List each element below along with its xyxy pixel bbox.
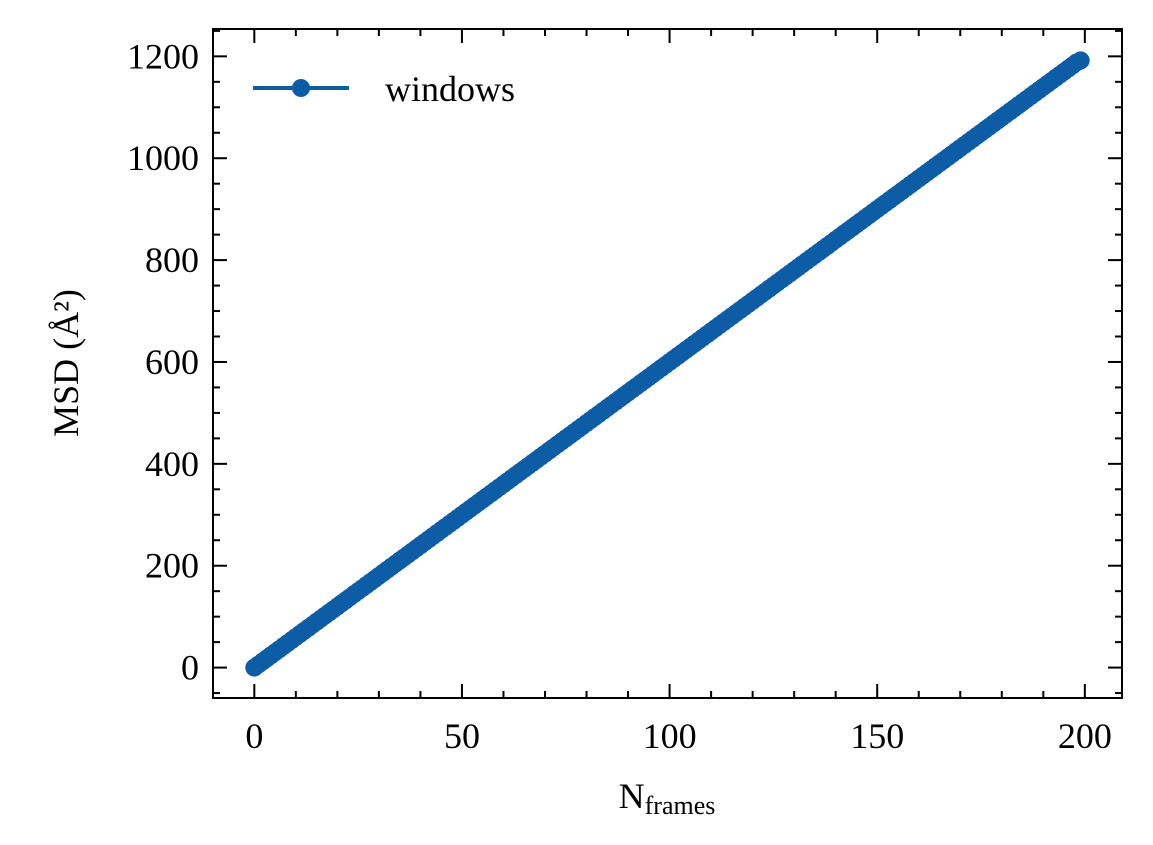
x-tick-label: 50	[444, 716, 480, 756]
x-tick-label: 0	[245, 716, 263, 756]
x-axis-label-sub: frames	[645, 791, 716, 820]
plot-frame	[212, 28, 1123, 699]
y-tick-label: 1000	[127, 138, 199, 178]
x-tick-label: 150	[850, 716, 904, 756]
x-tick-label: 200	[1058, 716, 1112, 756]
y-tick-label: 400	[145, 444, 199, 484]
y-tick-label: 1200	[127, 36, 199, 76]
x-axis-label: Nframes	[619, 776, 716, 820]
legend-marker	[292, 79, 310, 97]
x-axis-label-main: N	[619, 776, 645, 816]
y-tick-label: 0	[181, 648, 199, 688]
legend-label: windows	[385, 69, 515, 109]
data-point	[1071, 51, 1090, 70]
y-tick-label: 800	[145, 240, 199, 280]
x-tick-label: 100	[643, 716, 697, 756]
y-tick-label: 200	[145, 546, 199, 586]
y-tick-label: 600	[145, 342, 199, 382]
y-axis-label: MSD (Å²)	[46, 289, 86, 437]
